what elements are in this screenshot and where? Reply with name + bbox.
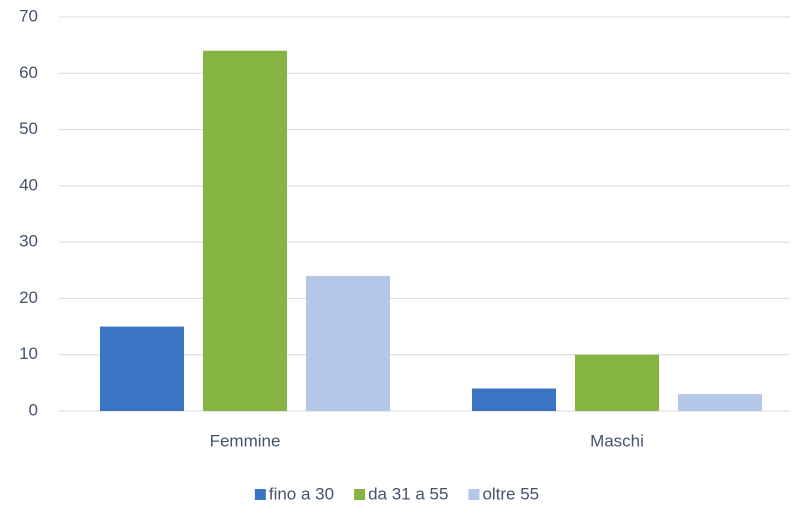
y-tick-label: 60 [19,63,38,82]
y-tick-label: 40 [19,175,38,194]
bar [575,354,659,411]
x-tick-label: Femmine [210,431,281,450]
bar [306,275,390,411]
bar [100,326,184,411]
legend-label: fino a 30 [269,484,334,503]
bar [472,388,556,411]
legend-label: oltre 55 [482,484,539,503]
legend-swatch [254,489,266,500]
y-tick-label: 50 [19,119,38,138]
y-tick-label: 0 [29,400,38,419]
bar [203,50,287,412]
y-tick-label: 70 [19,6,38,25]
y-tick-label: 10 [19,344,38,363]
y-tick-label: 20 [19,288,38,307]
legend-swatch [468,489,480,500]
legend-swatch [354,489,366,500]
bar [678,394,762,411]
y-tick-label: 30 [19,232,38,251]
legend-label: da 31 a 55 [368,484,448,503]
x-tick-label: Maschi [590,431,644,450]
